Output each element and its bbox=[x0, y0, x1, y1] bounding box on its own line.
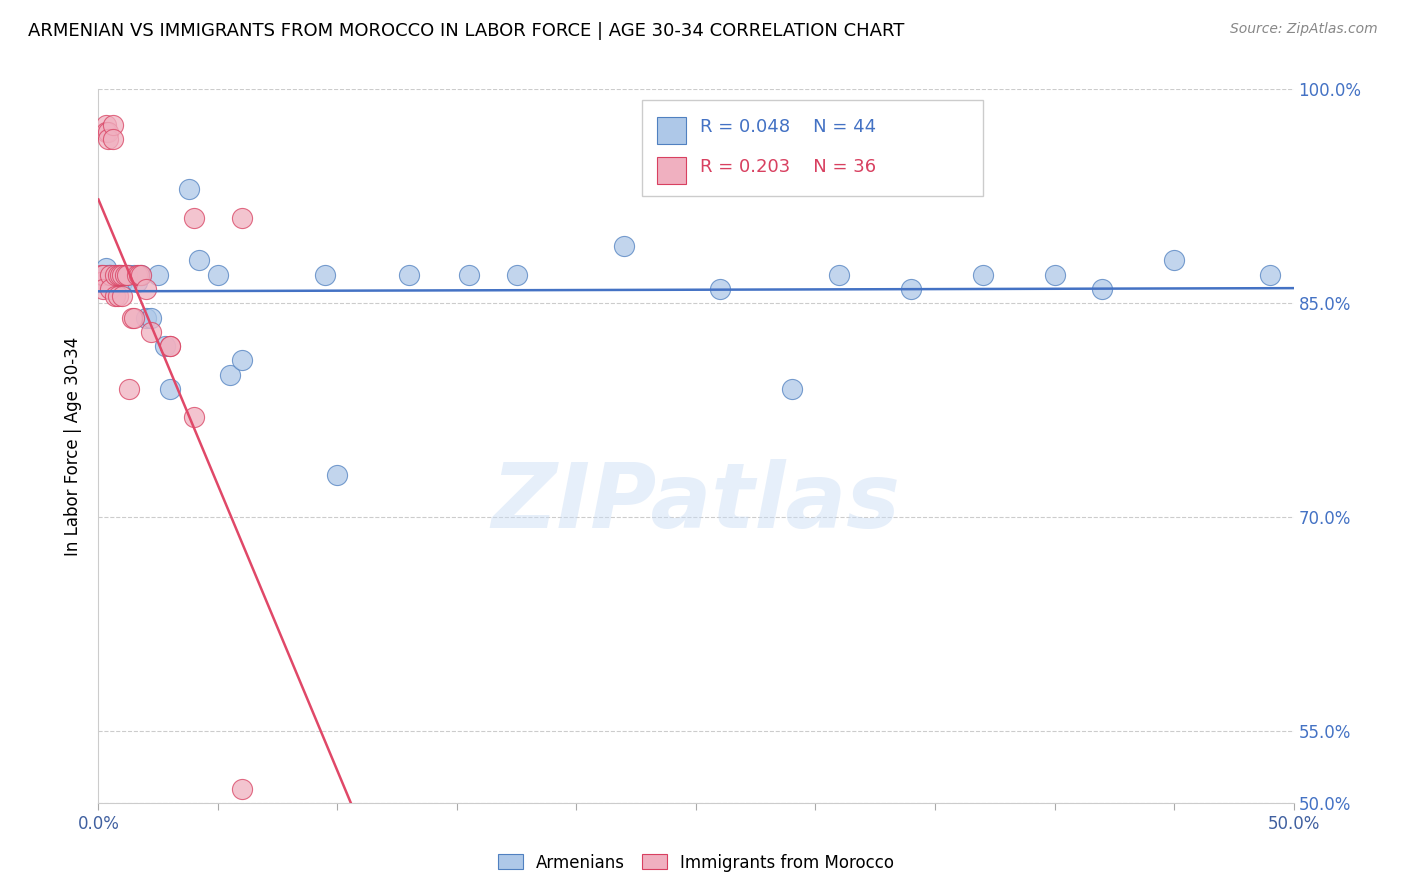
Bar bbox=[657, 157, 686, 184]
Point bbox=[98, 268, 122, 282]
Point bbox=[828, 268, 851, 282]
Point bbox=[219, 368, 242, 382]
Point bbox=[139, 310, 162, 325]
Point bbox=[107, 289, 129, 303]
Point bbox=[135, 310, 157, 325]
Point bbox=[118, 268, 141, 282]
Text: ARMENIAN VS IMMIGRANTS FROM MOROCCO IN LABOR FORCE | AGE 30-34 CORRELATION CHART: ARMENIAN VS IMMIGRANTS FROM MOROCCO IN L… bbox=[28, 22, 904, 40]
Point bbox=[104, 289, 127, 303]
Point bbox=[148, 268, 170, 282]
Point bbox=[125, 275, 148, 289]
Point bbox=[101, 268, 124, 282]
Point bbox=[118, 382, 141, 396]
Point bbox=[131, 268, 153, 282]
Point bbox=[91, 282, 114, 296]
Point bbox=[1258, 268, 1281, 282]
Point bbox=[1091, 282, 1114, 296]
Point bbox=[135, 282, 157, 296]
Point bbox=[94, 118, 117, 132]
Point bbox=[104, 275, 127, 289]
Point bbox=[900, 282, 922, 296]
Point bbox=[114, 268, 136, 282]
Point bbox=[128, 268, 150, 282]
Point bbox=[91, 275, 114, 289]
Point bbox=[101, 118, 124, 132]
Point bbox=[111, 275, 134, 289]
Point bbox=[104, 268, 127, 282]
Point bbox=[90, 268, 112, 282]
Point bbox=[183, 211, 205, 225]
Point bbox=[139, 325, 162, 339]
Point bbox=[94, 125, 117, 139]
Point bbox=[97, 132, 120, 146]
Text: Source: ZipAtlas.com: Source: ZipAtlas.com bbox=[1230, 22, 1378, 37]
Text: ZIPatlas: ZIPatlas bbox=[492, 459, 900, 547]
Point bbox=[613, 239, 636, 253]
Point bbox=[91, 268, 114, 282]
Point bbox=[98, 282, 122, 296]
Point bbox=[111, 289, 134, 303]
Point bbox=[90, 275, 112, 289]
Point bbox=[458, 268, 481, 282]
Point bbox=[398, 268, 420, 282]
Point bbox=[780, 382, 803, 396]
Point bbox=[114, 268, 136, 282]
Point bbox=[159, 339, 181, 353]
Bar bbox=[657, 117, 686, 145]
Text: R = 0.048    N = 44: R = 0.048 N = 44 bbox=[700, 118, 876, 136]
Point bbox=[111, 268, 134, 282]
Point bbox=[115, 268, 138, 282]
Point bbox=[98, 275, 122, 289]
Point bbox=[125, 268, 148, 282]
Point bbox=[131, 268, 153, 282]
Point bbox=[107, 268, 129, 282]
Point bbox=[124, 310, 146, 325]
Point bbox=[1163, 253, 1185, 268]
Point bbox=[101, 132, 124, 146]
Point bbox=[326, 467, 349, 482]
Point bbox=[315, 268, 337, 282]
Point bbox=[972, 268, 994, 282]
Point bbox=[107, 268, 129, 282]
Point bbox=[187, 253, 209, 268]
Point bbox=[1043, 268, 1066, 282]
Point bbox=[231, 211, 253, 225]
Point bbox=[108, 268, 131, 282]
Point bbox=[121, 310, 143, 325]
Point bbox=[91, 268, 114, 282]
Point bbox=[94, 268, 117, 282]
Point bbox=[90, 268, 112, 282]
Point bbox=[98, 268, 122, 282]
Point bbox=[115, 268, 138, 282]
Point bbox=[97, 268, 120, 282]
Legend: Armenians, Immigrants from Morocco: Armenians, Immigrants from Morocco bbox=[494, 848, 898, 877]
Point bbox=[94, 260, 117, 275]
Text: R = 0.203    N = 36: R = 0.203 N = 36 bbox=[700, 158, 876, 176]
Point bbox=[207, 268, 229, 282]
Point bbox=[231, 781, 253, 796]
Point bbox=[108, 268, 131, 282]
Point bbox=[159, 339, 181, 353]
Point bbox=[155, 339, 177, 353]
Point bbox=[124, 268, 146, 282]
Point bbox=[97, 125, 120, 139]
Point bbox=[179, 182, 201, 196]
Point bbox=[159, 382, 181, 396]
Point bbox=[709, 282, 731, 296]
FancyBboxPatch shape bbox=[643, 100, 983, 196]
Y-axis label: In Labor Force | Age 30-34: In Labor Force | Age 30-34 bbox=[65, 336, 83, 556]
Point bbox=[183, 410, 205, 425]
Point bbox=[506, 268, 529, 282]
Point bbox=[231, 353, 253, 368]
